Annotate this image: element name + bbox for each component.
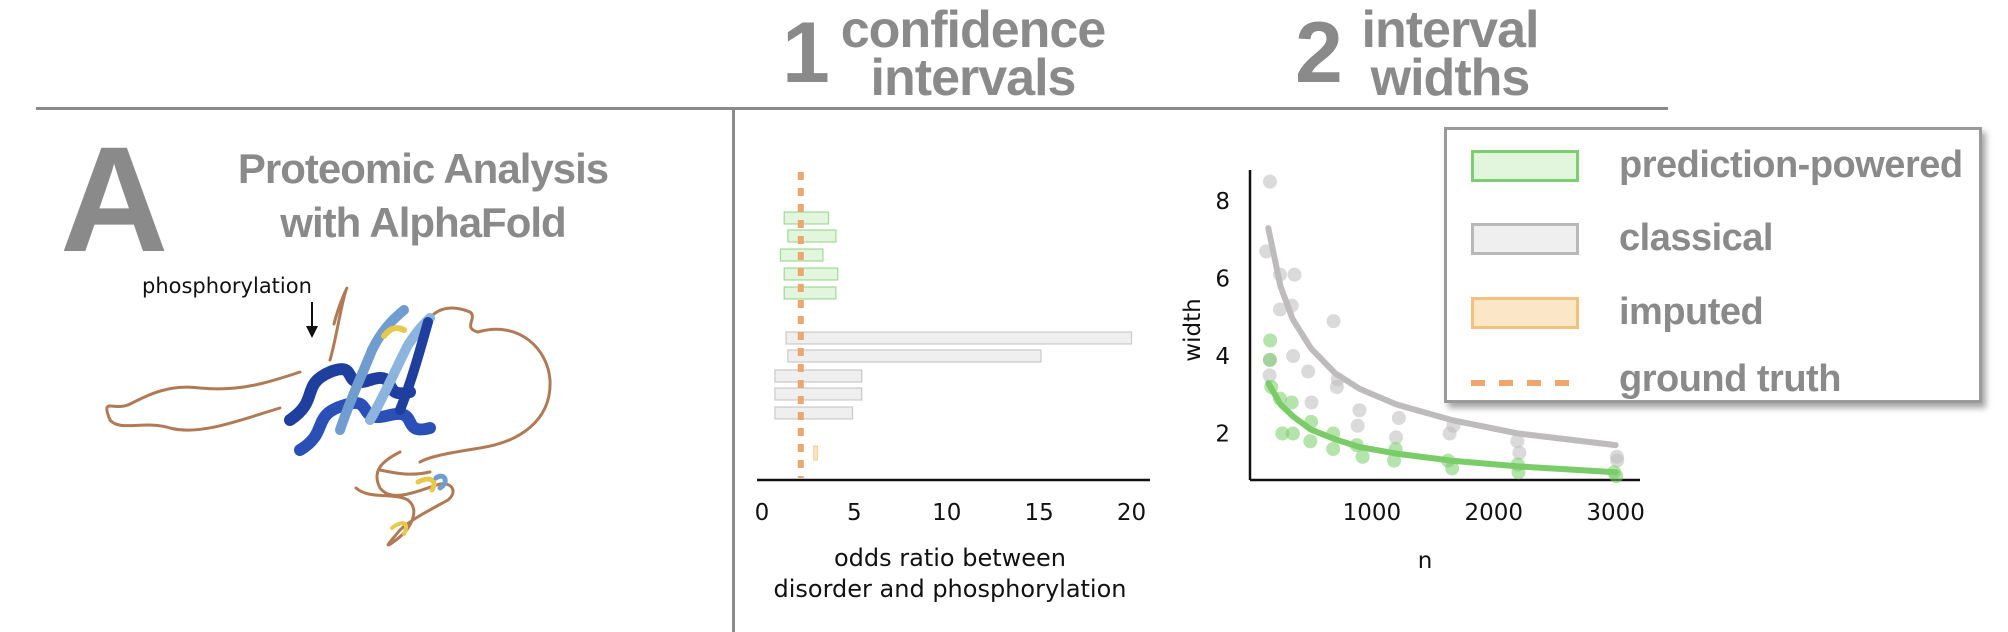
legend-swatch-prediction-powered [1471,150,1579,182]
width-point-classical [1304,396,1318,410]
legend-label-ground-truth: ground truth [1619,360,1841,398]
interval-bar-prediction-powered [784,268,838,280]
legend-label-classical: classical [1619,219,1773,257]
width-chart-ylabel: width [1180,298,1206,361]
width-point-classical [1263,175,1277,189]
interval-chart-xlabel: odds ratio between disorder and phosphor… [740,543,1160,605]
legend: prediction-powered classical imputed ground… [1444,127,1982,403]
legend-label-prediction-powered: prediction-powered [1619,146,1963,184]
interval-bar-classical [786,332,1132,344]
legend-swatch-ground-truth [1471,380,1579,386]
interval-chart-x-tick-label: 10 [932,500,961,526]
legend-swatch-classical [1471,223,1579,255]
interval-chart-xlabel-line1: odds ratio between [740,543,1160,574]
legend-swatch-imputed [1471,297,1579,329]
width-chart-y-tick-label: 6 [1215,267,1230,293]
interval-chart-xlabel-line2: disorder and phosphorylation [740,574,1160,605]
interval-bar-classical [775,388,862,400]
legend-label-imputed: imputed [1619,293,1763,331]
width-chart-y-tick-label: 2 [1215,422,1230,448]
width-point-prediction-powered [1356,450,1370,464]
interval-bar-classical [788,350,1041,362]
width-chart-x-tick-label: 1000 [1343,500,1402,526]
interval-chart: 0 5 10 15 20 [755,172,1150,526]
interval-chart-x-tick-label: 0 [755,500,770,526]
interval-bar-imputed [814,446,818,460]
width-chart-y-tick-label: 4 [1215,344,1230,370]
width-point-classical [1392,411,1406,425]
width-chart-x-tick-label: 3000 [1586,500,1645,526]
interval-chart-x-tick-label: 5 [847,500,862,526]
interval-chart-x-tick-label: 20 [1117,500,1146,526]
width-point-classical [1287,268,1301,282]
interval-bar-prediction-powered [784,212,828,224]
width-point-classical [1327,314,1341,328]
width-point-classical [1330,380,1344,394]
width-point-prediction-powered [1326,442,1340,456]
interval-bar-prediction-powered [784,287,836,299]
interval-bar-prediction-powered [788,230,836,242]
width-point-prediction-powered [1263,334,1277,348]
interval-bar-classical [775,407,853,419]
width-point-classical [1286,349,1300,363]
width-point-prediction-powered [1263,353,1277,367]
width-point-classical [1352,403,1366,417]
interval-chart-x-tick-label: 15 [1025,500,1054,526]
width-point-prediction-powered [1303,434,1317,448]
interval-bar-classical [775,370,862,382]
width-point-classical [1301,365,1315,379]
width-point-classical [1351,419,1365,433]
width-chart-y-tick-label: 8 [1215,189,1230,215]
width-chart-x-tick-label: 2000 [1464,500,1523,526]
width-point-classical [1443,427,1457,441]
width-chart-xlabel: n [1418,548,1433,574]
width-point-prediction-powered [1286,427,1300,441]
